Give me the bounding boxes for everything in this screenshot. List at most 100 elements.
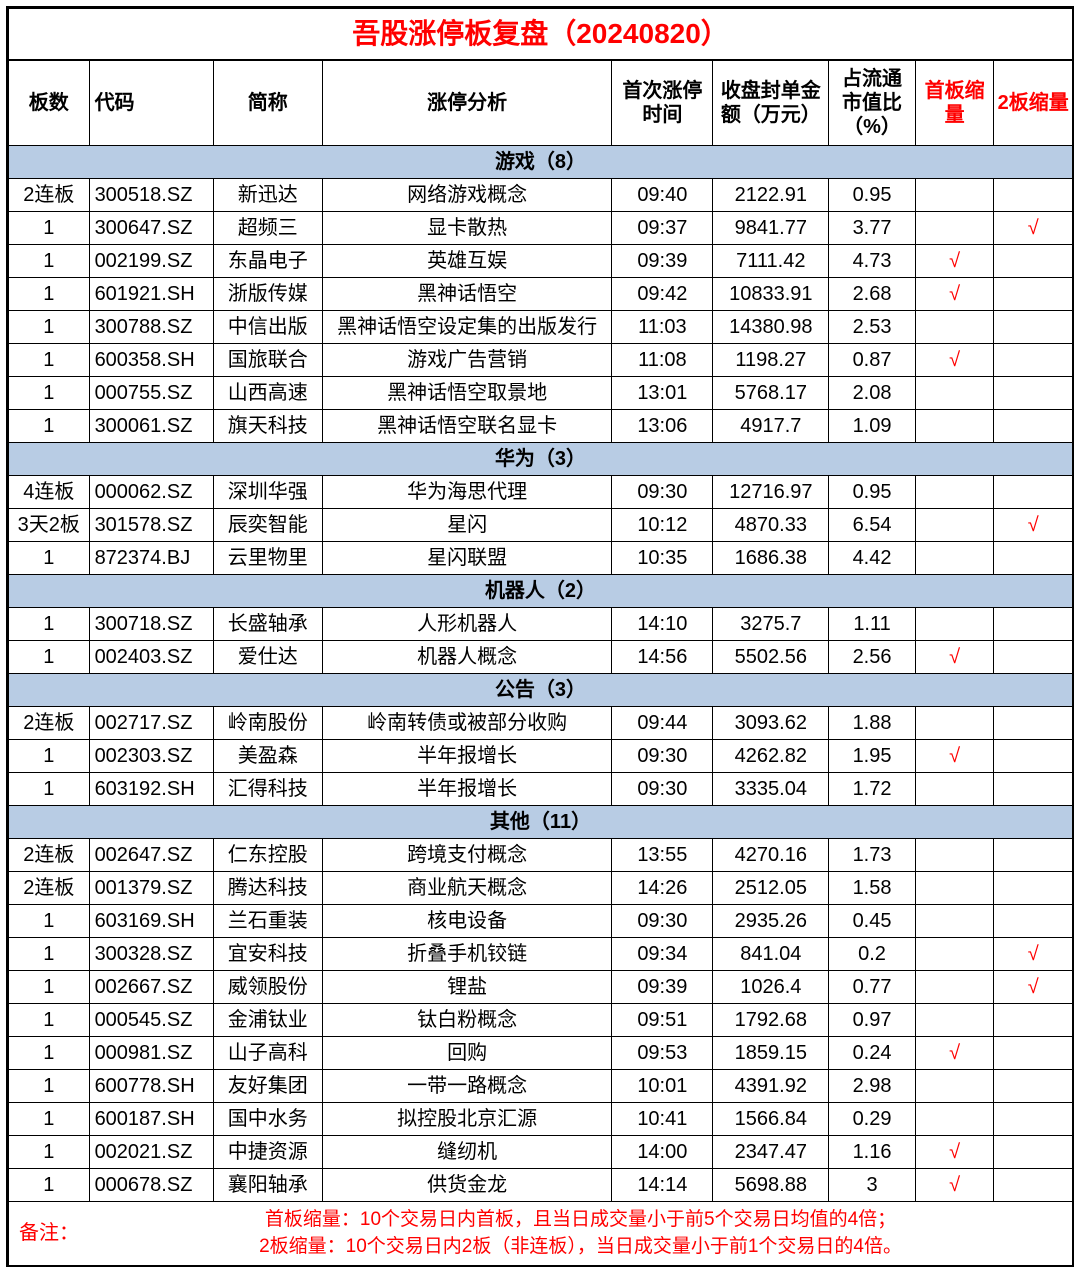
cell-c7 (915, 607, 994, 640)
data-row: 2连板001379.SZ腾达科技商业航天概念14:262512.051.58 (9, 871, 1073, 904)
cell-c2: 新迅达 (213, 178, 322, 211)
cell-c8 (994, 178, 1073, 211)
cell-c7: √ (915, 1036, 994, 1069)
cell-c1: 301578.SZ (89, 508, 213, 541)
cell-c1: 603192.SH (89, 772, 213, 805)
cell-c6: 2.53 (829, 310, 916, 343)
cell-c8 (994, 640, 1073, 673)
cell-c6: 0.95 (829, 475, 916, 508)
cell-c4: 14:14 (612, 1168, 713, 1201)
cell-c4: 09:30 (612, 475, 713, 508)
cell-c3: 核电设备 (323, 904, 612, 937)
data-row: 1300788.SZ中信出版黑神话悟空设定集的出版发行11:0314380.98… (9, 310, 1073, 343)
cell-c1: 600358.SH (89, 343, 213, 376)
data-row: 2连板300518.SZ新迅达网络游戏概念09:402122.910.95 (9, 178, 1073, 211)
cell-c6: 0.87 (829, 343, 916, 376)
cell-c6: 1.88 (829, 706, 916, 739)
header-col7: 首板缩量 (915, 60, 994, 146)
cell-c1: 300718.SZ (89, 607, 213, 640)
header-col6: 占流通市值比（%） (829, 60, 916, 146)
cell-c8 (994, 1036, 1073, 1069)
cell-c0: 1 (9, 1069, 90, 1102)
cell-c7 (915, 904, 994, 937)
cell-c3: 游戏广告营销 (323, 343, 612, 376)
cell-c6: 0.95 (829, 178, 916, 211)
cell-c6: 1.73 (829, 838, 916, 871)
cell-c5: 7111.42 (713, 244, 829, 277)
cell-c0: 1 (9, 409, 90, 442)
cell-c8: √ (994, 970, 1073, 1003)
cell-c0: 2连板 (9, 838, 90, 871)
cell-c7 (915, 1069, 994, 1102)
cell-c3: 黑神话悟空 (323, 277, 612, 310)
cell-c8 (994, 1168, 1073, 1201)
cell-c0: 1 (9, 1102, 90, 1135)
cell-c7 (915, 772, 994, 805)
cell-c3: 回购 (323, 1036, 612, 1069)
cell-c5: 5698.88 (713, 1168, 829, 1201)
cell-c8 (994, 1003, 1073, 1036)
cell-c8 (994, 706, 1073, 739)
cell-c6: 1.95 (829, 739, 916, 772)
cell-c8 (994, 475, 1073, 508)
cell-c5: 841.04 (713, 937, 829, 970)
cell-c8 (994, 277, 1073, 310)
header-col8: 2板缩量 (994, 60, 1073, 146)
cell-c0: 1 (9, 376, 90, 409)
cell-c8 (994, 739, 1073, 772)
cell-c5: 1026.4 (713, 970, 829, 1003)
cell-c2: 宜安科技 (213, 937, 322, 970)
cell-c6: 1.72 (829, 772, 916, 805)
cell-c3: 岭南转债或被部分收购 (323, 706, 612, 739)
header-col5: 收盘封单金额（万元） (713, 60, 829, 146)
cell-c3: 网络游戏概念 (323, 178, 612, 211)
cell-c2: 浙版传媒 (213, 277, 322, 310)
cell-c5: 4391.92 (713, 1069, 829, 1102)
cell-c0: 1 (9, 310, 90, 343)
cell-c6: 4.42 (829, 541, 916, 574)
cell-c8 (994, 376, 1073, 409)
cell-c5: 1198.27 (713, 343, 829, 376)
cell-c5: 1566.84 (713, 1102, 829, 1135)
cell-c4: 10:35 (612, 541, 713, 574)
cell-c3: 跨境支付概念 (323, 838, 612, 871)
cell-c2: 长盛轴承 (213, 607, 322, 640)
section-header: 华为（3） (9, 442, 1073, 475)
cell-c6: 1.11 (829, 607, 916, 640)
cell-c5: 2935.26 (713, 904, 829, 937)
cell-c2: 金浦钛业 (213, 1003, 322, 1036)
cell-c7 (915, 508, 994, 541)
cell-c2: 美盈森 (213, 739, 322, 772)
section-name: 其他（11） (9, 805, 1073, 838)
section-name: 游戏（8） (9, 145, 1073, 178)
cell-c1: 002667.SZ (89, 970, 213, 1003)
cell-c7: √ (915, 343, 994, 376)
cell-c6: 1.09 (829, 409, 916, 442)
data-row: 1002403.SZ爱仕达机器人概念14:565502.562.56√ (9, 640, 1073, 673)
cell-c3: 黑神话悟空取景地 (323, 376, 612, 409)
data-row: 1300647.SZ超频三显卡散热09:379841.773.77√ (9, 211, 1073, 244)
cell-c2: 辰奕智能 (213, 508, 322, 541)
cell-c0: 1 (9, 541, 90, 574)
cell-c4: 14:56 (612, 640, 713, 673)
section-header: 公告（3） (9, 673, 1073, 706)
cell-c2: 岭南股份 (213, 706, 322, 739)
cell-c4: 09:42 (612, 277, 713, 310)
cell-c7 (915, 310, 994, 343)
cell-c5: 3275.7 (713, 607, 829, 640)
cell-c7 (915, 1003, 994, 1036)
data-row: 1600778.SH友好集团一带一路概念10:014391.922.98 (9, 1069, 1073, 1102)
data-row: 1002021.SZ中捷资源缝纫机14:002347.471.16√ (9, 1135, 1073, 1168)
cell-c6: 0.2 (829, 937, 916, 970)
cell-c2: 山子高科 (213, 1036, 322, 1069)
cell-c1: 600778.SH (89, 1069, 213, 1102)
cell-c7 (915, 706, 994, 739)
cell-c0: 1 (9, 904, 90, 937)
cell-c4: 14:26 (612, 871, 713, 904)
cell-c1: 000678.SZ (89, 1168, 213, 1201)
cell-c8 (994, 772, 1073, 805)
cell-c3: 半年报增长 (323, 739, 612, 772)
cell-c0: 4连板 (9, 475, 90, 508)
cell-c4: 09:34 (612, 937, 713, 970)
cell-c6: 2.98 (829, 1069, 916, 1102)
